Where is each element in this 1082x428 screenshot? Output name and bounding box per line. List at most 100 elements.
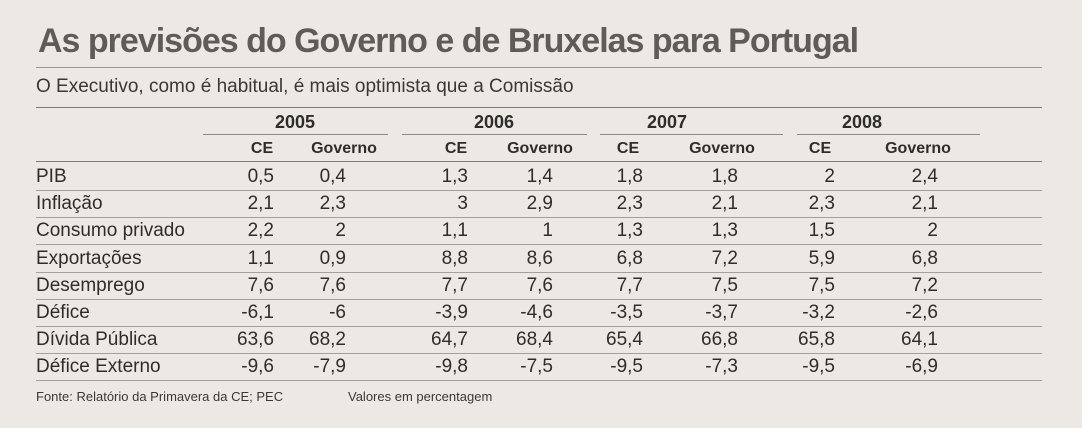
table-cell: -2,6 [905,302,938,323]
table-row: Desemprego 7,6 7,6 7,7 7,6 7,7 7,5 7,5 7,2 [36,272,1042,300]
table-cell: 1,4 [526,166,553,187]
table-cell: 7,7 [616,274,643,296]
table-row: PIB 0,5 0,4 1,3 1,4 1,8 1,8 2 2,4 [36,163,1042,191]
year-underline [797,134,980,135]
table-row: Inflação 2,1 2,3 3 2,9 2,3 2,1 2,3 2,1 [36,190,1042,219]
table-row: Défice Externo -9,6 -7,9 -9,8 -7,5 -9,5 -7,3 -9… [36,353,1042,382]
table-cell: 0,5 [247,166,274,187]
table-cell: 2,2 [247,220,274,242]
column-header-governo: Governo [507,140,573,157]
table-cell: 7,7 [441,274,468,296]
row-label: Exportações [36,247,142,269]
table-cell: 65,8 [798,329,835,351]
column-header-ce: CE [616,140,640,157]
table-cell: 7,6 [247,274,274,296]
table-cell: 7,2 [911,274,938,296]
table-cell: -7,3 [705,356,738,378]
table-cell: -9,5 [610,356,643,378]
table-cell: 2,4 [911,166,938,187]
table-cell: -6,1 [241,302,274,323]
row-label: PIB [36,166,67,187]
table-cell: 2,1 [911,193,938,215]
table-top-rule [36,107,1042,108]
table-cell: -3,2 [802,302,835,323]
table-cell: -9,6 [241,356,274,378]
table-cell: 1,5 [808,220,835,242]
year-header-2008: 2008 [841,112,883,132]
table-cell: 1,3 [616,220,643,242]
table-cell: -9,8 [435,356,468,378]
table-row: Exportações 1,1 0,9 8,8 8,6 6,8 7,2 5,9 6,8 [36,245,1042,273]
row-label: Défice [36,302,90,323]
table-cell: 64,7 [431,329,468,351]
column-header-governo: Governo [689,140,755,157]
year-header-2005: 2005 [274,112,316,132]
column-header-governo: Governo [885,140,951,157]
table-cell: -7,9 [313,356,346,378]
table-cell: 2,1 [247,193,274,215]
table-cell: 5,9 [808,247,835,269]
table-cell: 2 [824,166,835,187]
table-cell: -6 [329,302,346,323]
column-header-ce: CE [444,140,468,157]
year-header-2007: 2007 [646,112,688,132]
table-cell: 2 [335,220,346,242]
table-cell: 7,5 [711,274,738,296]
row-label: Défice Externo [36,356,161,378]
table-cell: 1 [542,220,553,242]
table-cell: 64,1 [901,329,938,351]
year-header-2006: 2006 [473,112,515,132]
table-row: Défice -6,1 -6 -3,9 -4,6 -3,5 -3,7 -3,2 -2,6 [36,299,1042,327]
year-underline [402,134,587,135]
table-cell: 2 [927,220,938,242]
table-cell: 63,6 [237,329,274,351]
table-cell: 0,4 [319,166,346,187]
subheader-rule [36,161,1042,162]
table-cell: 1,1 [247,247,274,269]
table-cell: -9,5 [802,356,835,378]
row-label: Inflação [36,193,103,215]
row-label: Consumo privado [36,220,185,242]
table-row: Consumo privado 2,2 2 1,1 1 1,3 1,3 1,5 2 [36,217,1042,246]
page-title: As previsões do Governo e de Bruxelas pa… [38,22,859,60]
table-cell: 68,4 [516,329,553,351]
table-cell: -3,7 [705,302,738,323]
year-underline [600,134,783,135]
column-header-governo: Governo [311,140,377,157]
table-cell: 7,6 [319,274,346,296]
page-subtitle: O Executivo, como é habitual, é mais opt… [36,76,574,97]
source-note: Fonte: Relatório da Primavera da CE; PEC [36,389,284,404]
column-header-ce: CE [808,140,832,157]
table-cell: 6,8 [616,247,643,269]
units-note: Valores em percentagem [348,389,493,404]
table-cell: 65,4 [606,329,643,351]
table-cell: 7,2 [711,247,738,269]
table-cell: -3,5 [610,302,643,323]
table-cell: 0,9 [319,247,346,269]
table-cell: -7,5 [520,356,553,378]
table-cell: 1,3 [441,166,468,187]
table-cell: -4,6 [520,302,553,323]
table-cell: 1,8 [616,166,643,187]
column-header-ce: CE [250,140,274,157]
table-cell: 6,8 [911,247,938,269]
table-row: Dívida Pública 63,6 68,2 64,7 68,4 65,4 66,8 65… [36,326,1042,355]
table-cell: 7,6 [526,274,553,296]
table-cell: 2,9 [526,193,553,215]
row-label: Desemprego [36,274,145,296]
table-cell: 2,3 [808,193,835,215]
table-cell: 2,3 [616,193,643,215]
year-underline [203,134,388,135]
table-cell: 7,5 [808,274,835,296]
table-cell: 8,8 [441,247,468,269]
table-cell: -6,9 [905,356,938,378]
table-cell: 66,8 [701,329,738,351]
table-cell: -3,9 [435,302,468,323]
table-cell: 68,2 [309,329,346,351]
row-label: Dívida Pública [36,329,158,351]
table-cell: 1,8 [711,166,738,187]
title-divider [36,67,1042,68]
table-cell: 1,1 [441,220,468,242]
table-cell: 3 [457,193,468,215]
table-cell: 8,6 [526,247,553,269]
